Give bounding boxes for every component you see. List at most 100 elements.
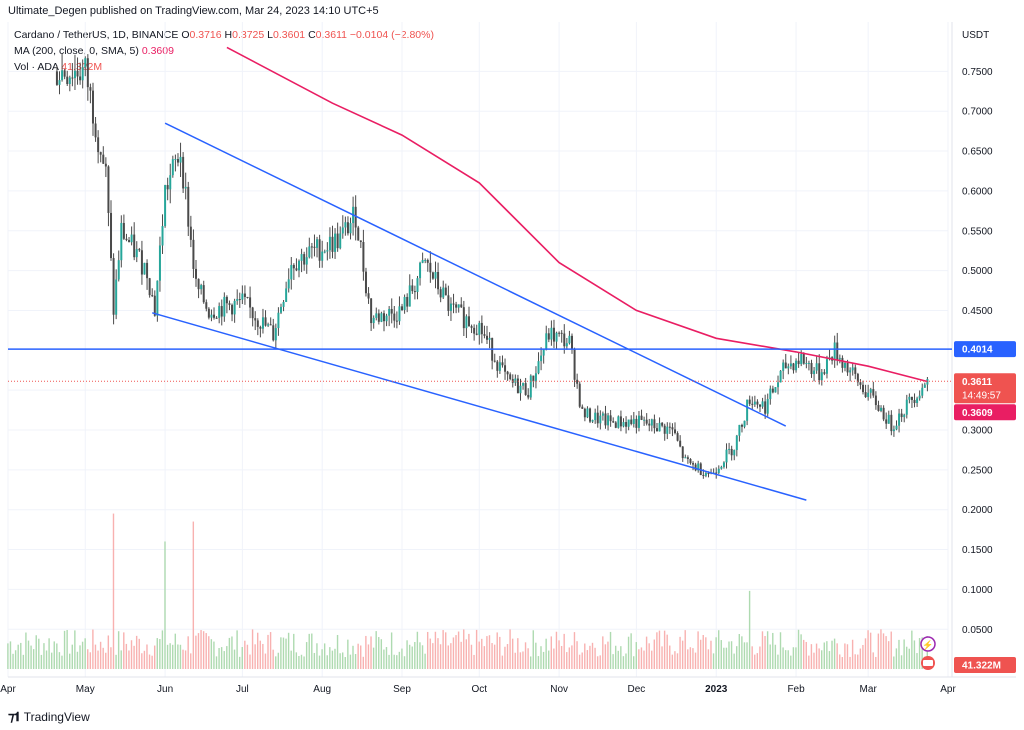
- volume-bar: [48, 638, 50, 669]
- volume-bar: [841, 657, 844, 669]
- volume-bar: [182, 649, 184, 669]
- price-axis[interactable]: USDT 0.7500 0.7000 0.6500 0.6000 0.5500 0.5000…: [962, 30, 993, 636]
- volume-bar: [220, 647, 223, 669]
- candle-body: [287, 279, 290, 289]
- candle-body: [241, 293, 244, 300]
- candle-body: [640, 415, 643, 420]
- candle-body: [885, 419, 888, 424]
- price-tick-label: 0.7000: [962, 107, 993, 118]
- volume-bar: [620, 646, 622, 669]
- candle-body: [596, 412, 599, 424]
- candle-body: [488, 337, 491, 340]
- volume-bar: [66, 629, 68, 669]
- volume-bar: [367, 644, 370, 669]
- candle-body: [655, 428, 658, 432]
- candle-body: [243, 293, 246, 297]
- candle-body: [748, 399, 751, 404]
- time-tick-label: Sep: [393, 684, 411, 695]
- candle-body: [504, 365, 507, 372]
- candle-body: [568, 335, 571, 344]
- volume-bar: [341, 652, 344, 669]
- candle-body: [81, 67, 84, 81]
- legend-ma-value: 0.3609: [141, 45, 174, 57]
- volume-bar: [754, 654, 756, 669]
- candle-body: [385, 315, 388, 322]
- volume-bar: [102, 647, 104, 669]
- legend-symbol[interactable]: Cardano / TetherUS, 1D, BINANCE: [14, 29, 179, 41]
- volume-bar: [92, 629, 94, 669]
- candle-body: [395, 320, 398, 322]
- candle-body: [867, 392, 870, 398]
- volume-bar: [869, 632, 872, 669]
- volume-bar: [262, 643, 264, 669]
- volume-bar: [457, 631, 460, 669]
- volume-bar: [607, 641, 609, 669]
- volume-bar: [651, 650, 653, 669]
- volume-bar: [447, 645, 449, 669]
- candle-body: [213, 314, 216, 318]
- volume-bar: [887, 641, 890, 669]
- candle-body: [560, 332, 563, 334]
- volume-bar: [439, 644, 442, 669]
- candle-body: [658, 422, 661, 432]
- candle-body: [334, 233, 337, 252]
- volume-bar: [445, 632, 447, 669]
- candle-body: [133, 234, 136, 258]
- volume-bar: [133, 645, 135, 669]
- candle-body: [686, 457, 689, 459]
- volume-bar: [22, 654, 25, 669]
- candle-body: [728, 448, 731, 450]
- volume-bar: [455, 635, 457, 669]
- candle-body: [318, 239, 321, 261]
- volume-bar: [192, 521, 195, 669]
- price-tick-label: 0.5500: [962, 226, 993, 237]
- volume-bar: [84, 638, 86, 669]
- volume-bar: [424, 653, 426, 669]
- candle-body: [359, 240, 362, 243]
- volume-bar: [244, 640, 246, 669]
- volume-bar: [195, 635, 197, 669]
- time-axis[interactable]: Apr May Jun Jul Aug Sep Oct Nov Dec 2023 Feb Mar Apr: [0, 684, 956, 695]
- candle-body: [833, 342, 836, 361]
- candle-body: [148, 278, 151, 296]
- candle-body: [614, 422, 617, 428]
- volume-bar: [748, 590, 751, 669]
- candle-body: [473, 327, 476, 334]
- volume-bar: [421, 645, 424, 669]
- trendlines[interactable]: [8, 122, 952, 501]
- volume-bar: [202, 631, 205, 669]
- legend-ma-row[interactable]: MA (200, close, 0, SMA, 5) 0.3609: [14, 45, 174, 57]
- candle-body: [558, 332, 561, 334]
- candle-body: [429, 262, 432, 273]
- candle-body: [480, 322, 483, 335]
- volume-bar: [810, 644, 813, 669]
- volume-bar: [908, 648, 910, 669]
- volume-bar: [81, 641, 84, 669]
- volume-bar: [141, 653, 143, 669]
- candle-body: [774, 387, 777, 393]
- candle-body: [419, 262, 422, 279]
- volume-bar: [736, 646, 738, 669]
- volume-bar: [437, 638, 439, 669]
- volume-bar: [434, 631, 437, 669]
- candle-body: [519, 385, 522, 394]
- volume-bar: [105, 652, 107, 669]
- candle-body: [413, 291, 416, 293]
- candle-body: [607, 415, 610, 426]
- volume-bar: [880, 629, 882, 669]
- candle-body: [856, 373, 859, 383]
- legend-volume-row[interactable]: Vol · ADA 41.322M: [14, 61, 102, 73]
- candle-body: [529, 375, 532, 398]
- volume-bar: [542, 651, 545, 669]
- volume-bar: [99, 641, 102, 669]
- footer-brand[interactable]: ⁊𝟏 TradingView: [8, 709, 90, 725]
- candle-body: [547, 333, 550, 340]
- volume-bar: [411, 646, 413, 669]
- volume-bar: [40, 654, 43, 669]
- candle-body: [393, 313, 396, 321]
- candle-body: [715, 472, 718, 474]
- volume-bar: [326, 655, 328, 669]
- volume-bar: [416, 631, 419, 669]
- price-badge-bg: [954, 373, 1016, 404]
